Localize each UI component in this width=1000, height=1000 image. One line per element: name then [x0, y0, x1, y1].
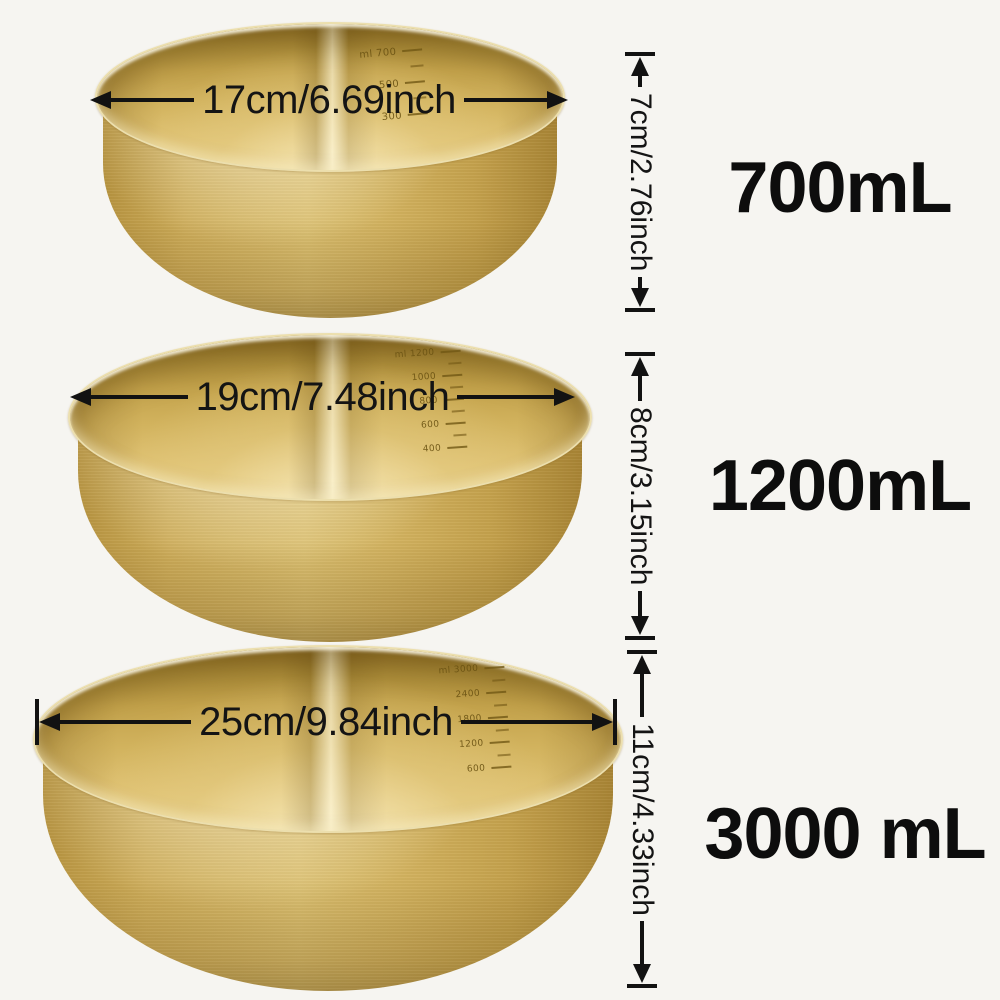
dimension-end-bar	[627, 984, 657, 989]
scale-tick	[402, 48, 423, 53]
bowl-rim-opening	[68, 333, 592, 501]
dimension-line-segment	[91, 395, 188, 399]
arrowhead-up-icon	[631, 357, 649, 376]
scale-tick	[448, 362, 462, 365]
scale-tick	[491, 765, 512, 770]
dimension-line-segment	[640, 921, 644, 965]
bowl-photo-700ml: ml 700 500 300	[95, 22, 565, 318]
diameter-dimension-700ml: 17cm/6.69inch	[90, 78, 568, 122]
dimension-end-bar	[627, 650, 657, 654]
diameter-dimension-1200ml: 19cm/7.48inch	[70, 375, 575, 419]
bowl-rim-opening	[33, 645, 623, 833]
arrowhead-left-icon	[39, 713, 60, 731]
scale-tick	[440, 349, 461, 354]
scale-tick	[484, 666, 505, 670]
arrowhead-right-icon	[592, 713, 613, 731]
dimension-end-bar	[613, 699, 617, 745]
bowl-photo-3000ml: ml 3000 2400 1800 1200 600	[33, 645, 623, 991]
volume-label-3000ml: 3000 mL	[704, 794, 986, 874]
height-label: 8cm/3.15inch	[624, 406, 657, 586]
height-label: 7cm/2.76inch	[624, 92, 657, 272]
volume-label-700ml: 700mL	[728, 148, 952, 228]
volume-label-1200ml: 1200mL	[708, 446, 972, 526]
scale-mark-label: 600	[420, 419, 440, 431]
dimension-line-segment	[638, 591, 642, 616]
dimension-line-segment	[638, 376, 642, 401]
dimension-line-segment	[463, 98, 547, 102]
arrowhead-up-icon	[631, 57, 649, 76]
dimension-line-segment	[638, 277, 642, 288]
height-dimension-700ml: 7cm/2.76inch	[612, 52, 668, 312]
scale-tick	[447, 445, 468, 449]
diameter-label: 25cm/9.84inch	[199, 699, 453, 744]
dimension-end-bar	[35, 699, 39, 745]
dimension-end-bar	[625, 636, 655, 640]
scale-tick	[453, 433, 467, 437]
diameter-dimension-3000ml: 25cm/9.84inch	[35, 699, 617, 745]
arrowhead-up-icon	[633, 655, 651, 674]
scale-mark-label: ml 700	[358, 46, 397, 61]
bowl-photo-1200ml: ml 1200 1000 800 600 400	[68, 333, 592, 642]
dimension-line-segment	[640, 674, 644, 717]
height-dimension-3000ml: 11cm/4.33inch	[614, 650, 670, 989]
scale-mark-label: 600	[466, 763, 486, 775]
scale-mark-label: 400	[422, 443, 442, 455]
arrowhead-right-icon	[547, 91, 568, 109]
arrowhead-down-icon	[631, 288, 649, 307]
arrowhead-left-icon	[70, 388, 91, 406]
dimension-line-segment	[457, 395, 554, 399]
arrowhead-down-icon	[633, 964, 651, 984]
dimension-line-segment	[460, 720, 592, 724]
dimension-line-segment	[60, 720, 192, 724]
diameter-label: 19cm/7.48inch	[195, 374, 450, 419]
dimension-end-bar	[625, 52, 655, 56]
bowl-rim-opening	[95, 22, 565, 172]
scale-tick	[445, 421, 466, 426]
dimension-end-bar	[625, 352, 655, 356]
height-dimension-1200ml: 8cm/3.15inch	[612, 352, 668, 640]
arrowhead-right-icon	[554, 388, 575, 406]
arrowhead-left-icon	[90, 91, 111, 109]
arrowhead-down-icon	[631, 616, 649, 635]
scale-tick	[492, 678, 506, 682]
scale-tick	[410, 64, 424, 68]
height-label: 11cm/4.33inch	[626, 722, 659, 916]
dimension-line-segment	[638, 76, 642, 87]
diameter-label: 17cm/6.69inch	[202, 77, 456, 122]
scale-tick	[497, 753, 511, 757]
dimension-end-bar	[625, 308, 655, 312]
scale-tick	[485, 691, 507, 695]
dimension-line-segment	[111, 98, 195, 102]
